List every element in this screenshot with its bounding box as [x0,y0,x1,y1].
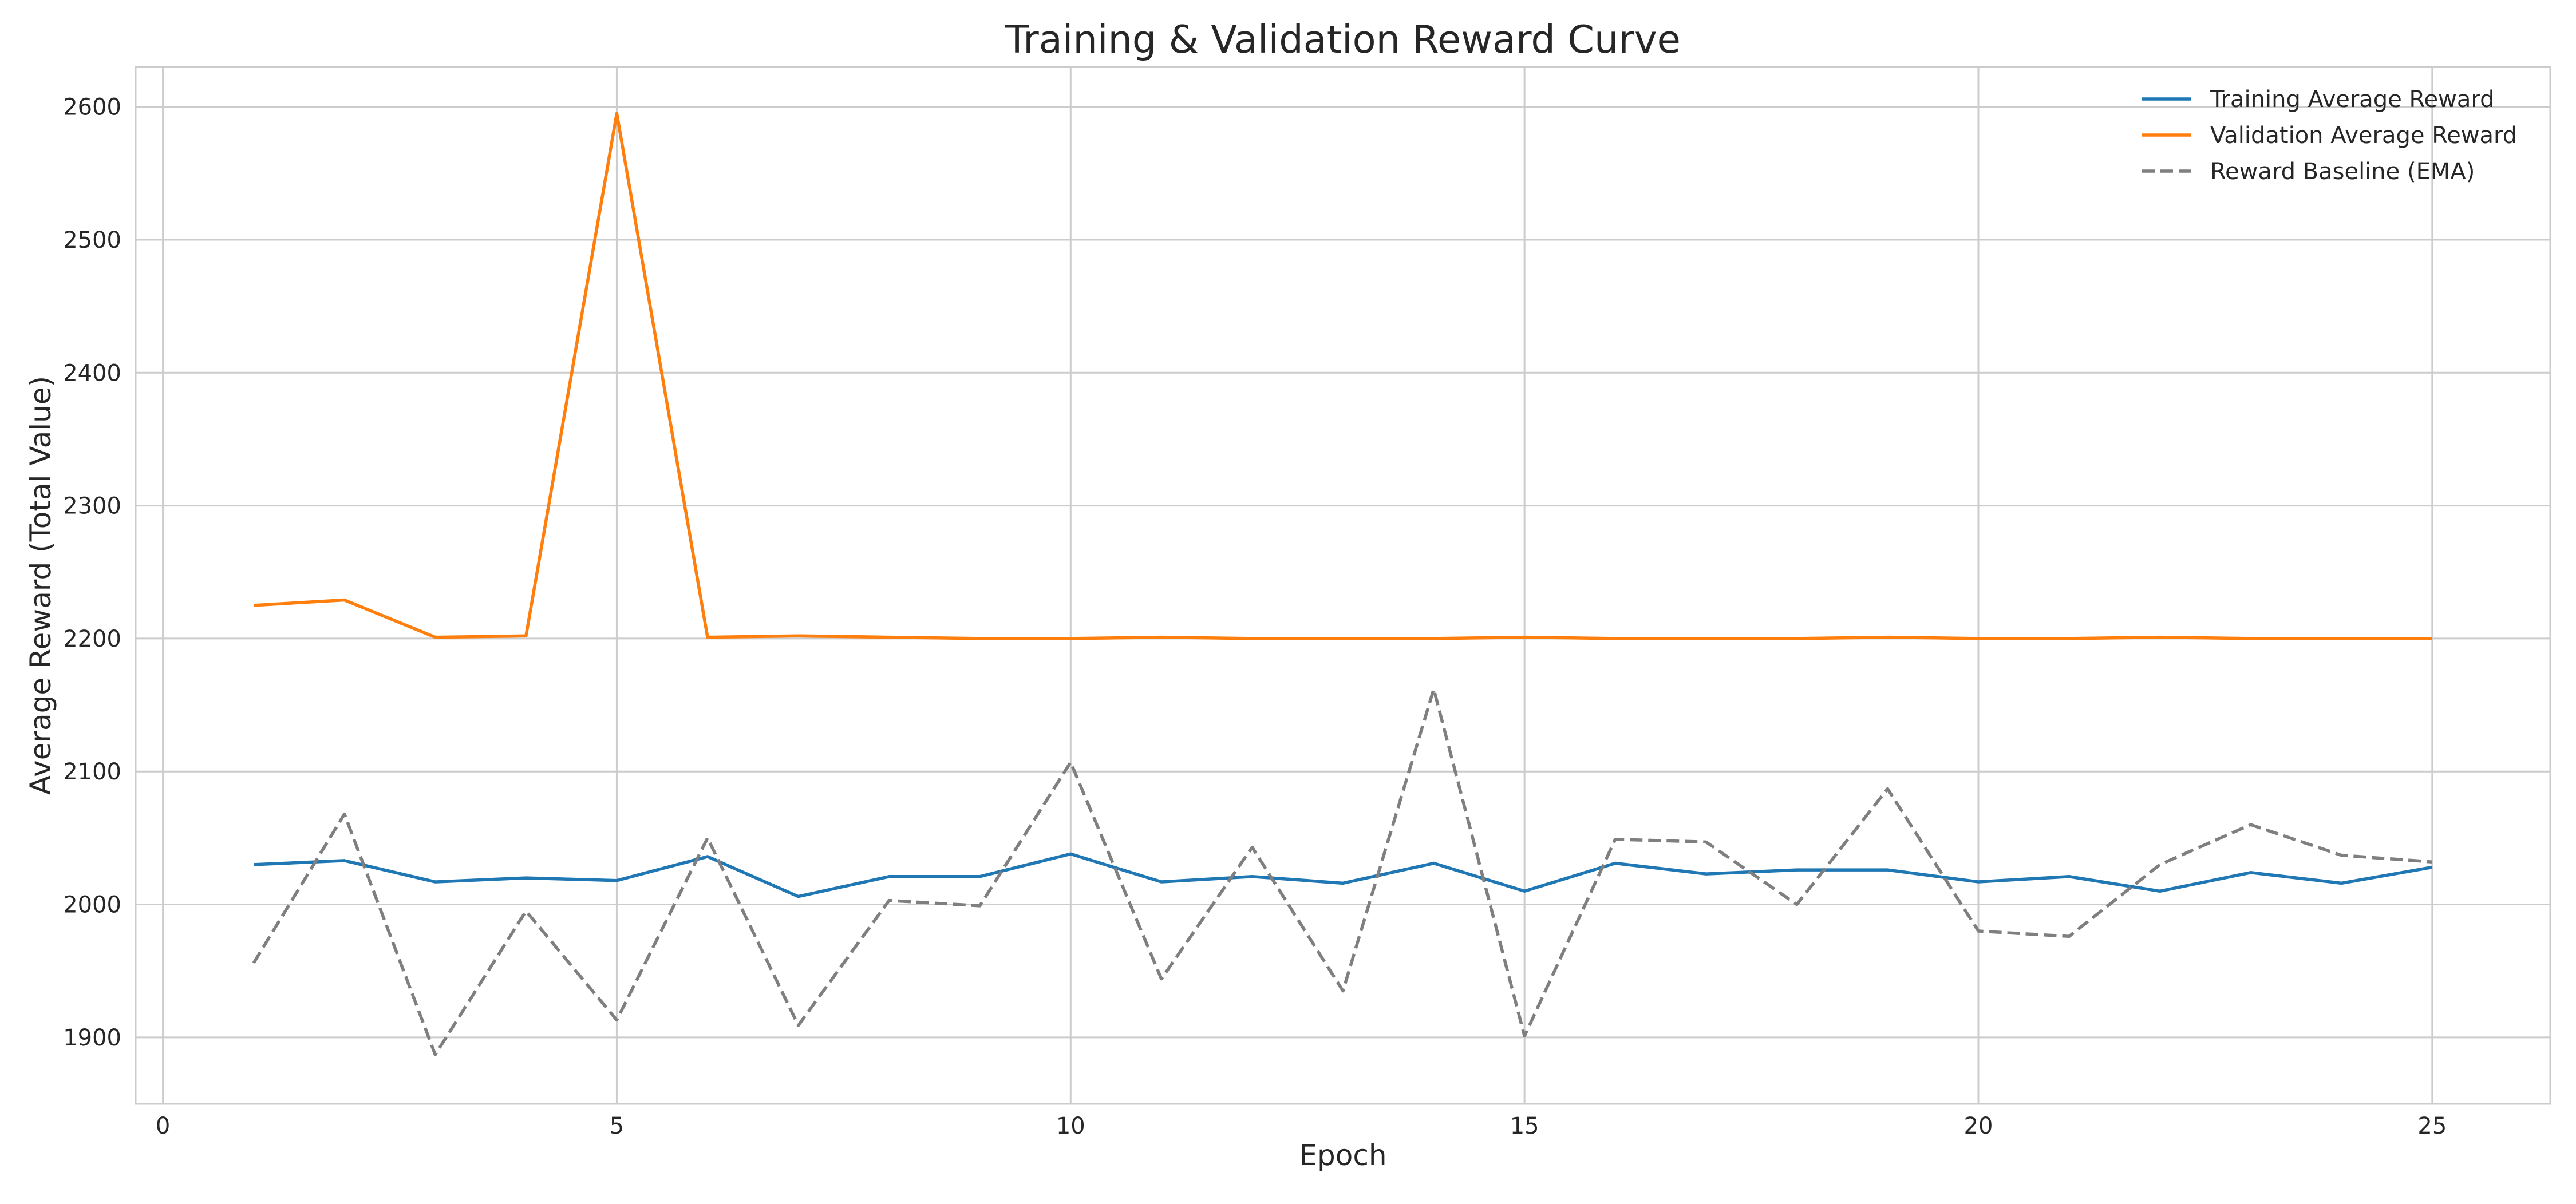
plot-area [135,66,2551,1105]
series [252,112,2433,1056]
y-tick-label: 1900 [63,1025,121,1051]
legend-label-0: Training Average Reward [2210,86,2494,113]
y-tick-label: 2100 [63,759,121,785]
y-tick-label: 2500 [63,227,121,254]
x-tick-label: 5 [610,1113,624,1139]
x-tick-label: 10 [1056,1113,1085,1139]
y-tick-label: 2000 [63,892,121,918]
x-tick-label: 0 [156,1113,170,1139]
series-line-1 [253,112,2432,640]
x-tick-label: 25 [2417,1113,2447,1139]
y-tick-label: 2300 [63,493,121,520]
y-axis-title: Average Reward (Total Value) [24,376,57,795]
series-line-2 [252,687,2433,1056]
y-tick-label: 2200 [63,626,121,652]
series-line-0 [254,852,2433,898]
y-tick-label: 2600 [63,94,121,121]
y-tick-label: 2400 [63,360,121,386]
legend-label-1: Validation Average Reward [2210,122,2517,149]
x-tick-label: 15 [1510,1113,1539,1139]
legend-label-2: Reward Baseline (EMA) [2210,159,2475,185]
chart-title: Training & Validation Reward Curve [1005,17,1681,62]
x-axis-title: Epoch [1299,1139,1386,1172]
x-tick-label: 20 [1964,1113,1993,1139]
legend: Training Average Reward Validation Averag… [2142,86,2517,185]
tick-labels: 0 5 10 15 20 25 1900 2000 2100 2200 2300 2400 2500 26… [63,94,2447,1139]
